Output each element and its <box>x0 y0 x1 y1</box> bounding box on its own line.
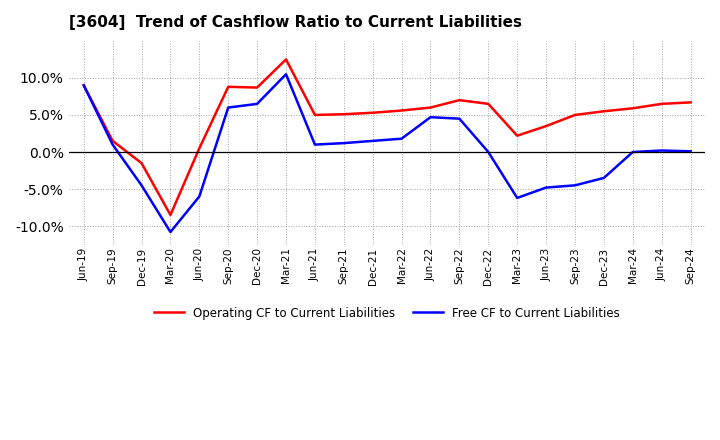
Line: Free CF to Current Liabilities: Free CF to Current Liabilities <box>84 74 690 232</box>
Operating CF to Current Liabilities <box>541 124 550 129</box>
Free CF to Current Liabilities <box>195 194 204 199</box>
Free CF to Current Liabilities <box>541 185 550 190</box>
Operating CF to Current Liabilities <box>686 100 695 105</box>
Free CF to Current Liabilities <box>310 142 319 147</box>
Operating CF to Current Liabilities <box>571 112 580 117</box>
Free CF to Current Liabilities <box>282 72 290 77</box>
Operating CF to Current Liabilities <box>455 98 464 103</box>
Operating CF to Current Liabilities <box>426 105 435 110</box>
Operating CF to Current Liabilities <box>195 146 204 151</box>
Free CF to Current Liabilities <box>138 183 146 188</box>
Free CF to Current Liabilities <box>600 175 608 180</box>
Operating CF to Current Liabilities <box>657 101 666 106</box>
Free CF to Current Liabilities <box>513 195 521 201</box>
Free CF to Current Liabilities <box>686 149 695 154</box>
Operating CF to Current Liabilities <box>629 106 637 111</box>
Operating CF to Current Liabilities <box>513 133 521 138</box>
Free CF to Current Liabilities <box>79 83 88 88</box>
Free CF to Current Liabilities <box>397 136 406 141</box>
Operating CF to Current Liabilities <box>484 101 492 106</box>
Text: [3604]  Trend of Cashflow Ratio to Current Liabilities: [3604] Trend of Cashflow Ratio to Curren… <box>69 15 522 30</box>
Free CF to Current Liabilities <box>657 148 666 153</box>
Operating CF to Current Liabilities <box>108 138 117 143</box>
Free CF to Current Liabilities <box>571 183 580 188</box>
Legend: Operating CF to Current Liabilities, Free CF to Current Liabilities: Operating CF to Current Liabilities, Fre… <box>150 302 625 324</box>
Operating CF to Current Liabilities <box>253 85 261 90</box>
Free CF to Current Liabilities <box>484 149 492 154</box>
Operating CF to Current Liabilities <box>369 110 377 115</box>
Free CF to Current Liabilities <box>108 142 117 147</box>
Operating CF to Current Liabilities <box>79 83 88 88</box>
Operating CF to Current Liabilities <box>166 213 175 218</box>
Free CF to Current Liabilities <box>166 229 175 235</box>
Free CF to Current Liabilities <box>224 105 233 110</box>
Free CF to Current Liabilities <box>629 149 637 154</box>
Operating CF to Current Liabilities <box>224 84 233 89</box>
Operating CF to Current Liabilities <box>282 57 290 62</box>
Free CF to Current Liabilities <box>426 114 435 120</box>
Free CF to Current Liabilities <box>340 140 348 146</box>
Free CF to Current Liabilities <box>253 101 261 106</box>
Operating CF to Current Liabilities <box>138 161 146 166</box>
Free CF to Current Liabilities <box>369 138 377 143</box>
Operating CF to Current Liabilities <box>310 112 319 117</box>
Free CF to Current Liabilities <box>455 116 464 121</box>
Operating CF to Current Liabilities <box>340 112 348 117</box>
Operating CF to Current Liabilities <box>397 108 406 113</box>
Line: Operating CF to Current Liabilities: Operating CF to Current Liabilities <box>84 59 690 215</box>
Operating CF to Current Liabilities <box>600 109 608 114</box>
